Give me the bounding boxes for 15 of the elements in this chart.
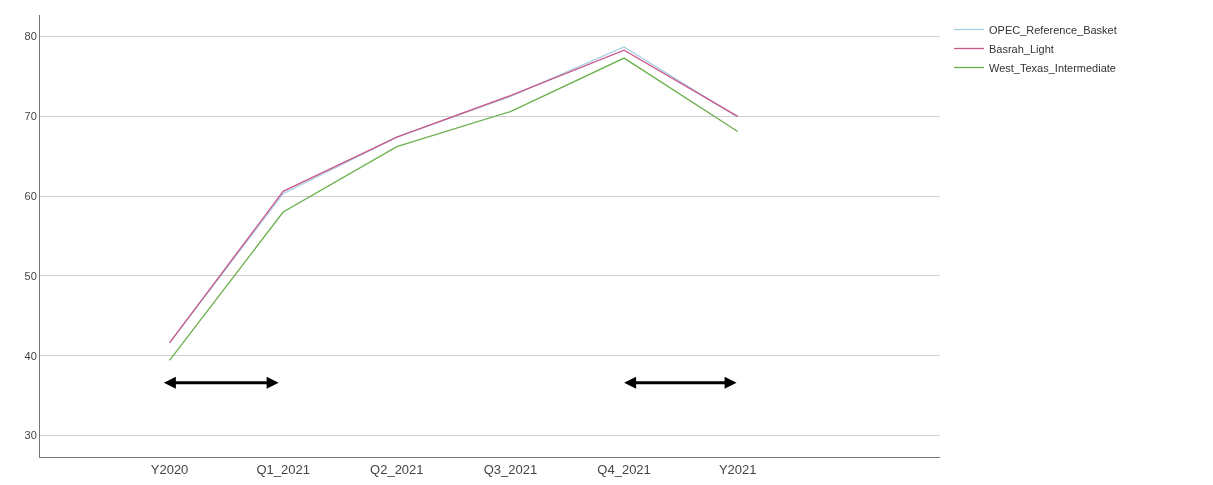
y-tick-label: 50 [24, 269, 37, 282]
y-tick-label: 30 [24, 429, 37, 442]
y-tick-label: 60 [24, 189, 37, 202]
x-tick-label: Y2021 [718, 461, 757, 477]
legend-label: Basrah_Light [989, 42, 1054, 55]
x-tick-label: Q1_2021 [256, 461, 310, 477]
y-tick-label: 80 [24, 30, 37, 43]
x-tick-label: Y2020 [150, 461, 189, 477]
y-tick-label: 40 [24, 349, 37, 362]
x-tick-label: Q3_2021 [483, 461, 538, 477]
legend-label: OPEC_Reference_Basket [989, 23, 1117, 36]
legend-label: West_Texas_Intermediate [989, 61, 1116, 74]
x-tick-label: Q2_2021 [370, 461, 424, 477]
y-tick-label: 70 [24, 110, 37, 123]
x-tick-label: Q4_2021 [597, 461, 651, 477]
